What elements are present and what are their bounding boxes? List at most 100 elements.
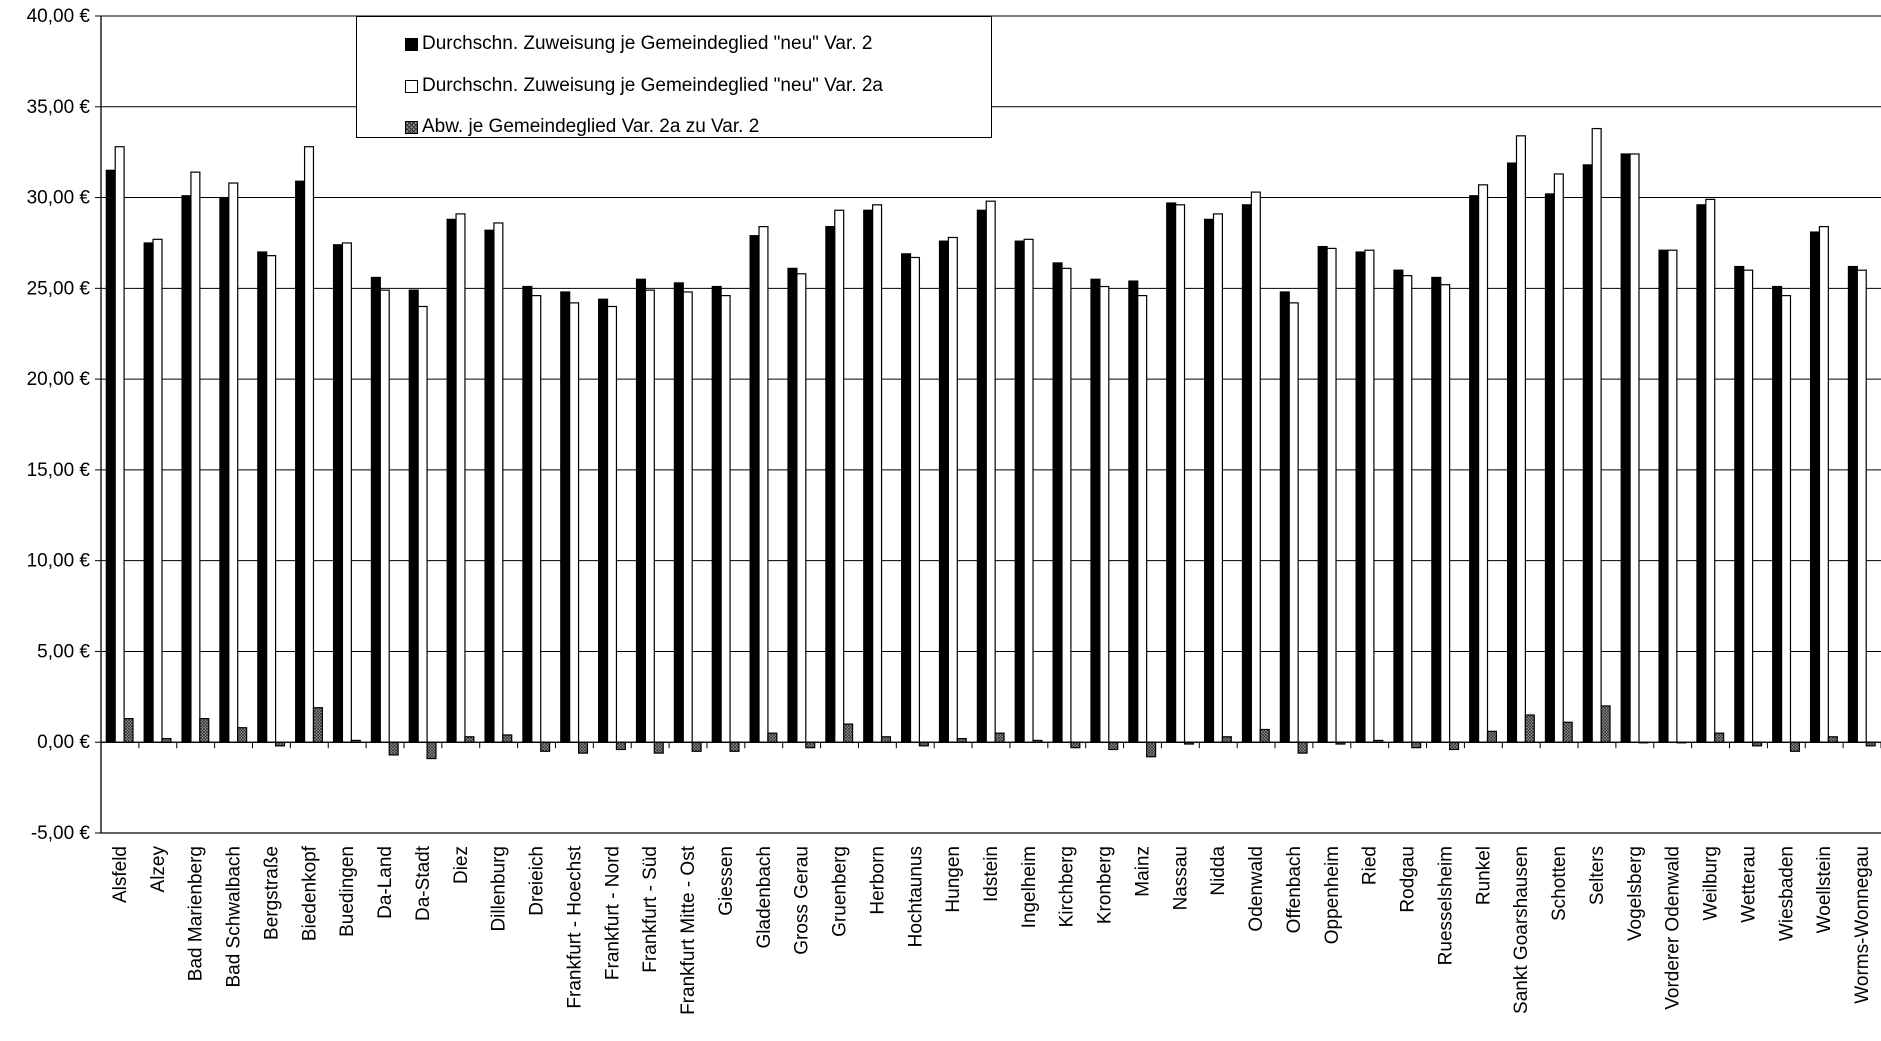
bar-deviation [615,741,626,751]
y-tick-label: 5,00 € [37,641,90,662]
bar-var2a [1591,127,1602,743]
bar-var2a [417,305,428,743]
y-tick-label: 35,00 € [27,97,91,118]
bar-var2 [257,251,268,743]
y-tick-label: 10,00 € [27,551,91,572]
bar-var2a [379,289,390,743]
x-tick-label: Gladenbach [754,846,775,948]
bar-var2 [976,209,987,743]
legend-swatch-var2a [405,79,418,93]
x-tick-label: Hochtaunus [905,846,926,947]
bar-var2a [796,273,807,743]
x-tick-label: Nassau [1170,846,1191,910]
x-tick-label: Selters [1587,846,1608,905]
y-tick-label: 15,00 € [27,460,91,481]
bar-deviation [1827,736,1838,743]
bar-var2 [1544,193,1555,743]
bar-var2 [484,229,495,743]
x-tick-label: Hungen [943,846,964,913]
x-tick-label: Wetterau [1738,846,1759,923]
bar-var2 [370,276,381,743]
bar-var2a [909,256,921,743]
legend-label-var2: Durchschn. Zuweisung je Gemeindeglied "n… [422,33,873,54]
bar-var2 [1809,231,1821,743]
bar-var2 [1506,162,1518,743]
bar-var2 [1431,276,1442,743]
bar-deviation [540,741,551,752]
x-tick-label: Vogelsberg [1625,846,1646,941]
x-tick-label: Dreieich [527,846,548,916]
x-tick-label: Schotten [1549,846,1570,921]
bar-deviation [577,741,589,754]
x-tick-label: Buedingen [337,846,358,937]
bar-var2a [1553,173,1564,743]
bar-var2a [1402,275,1413,743]
bar-var2a [1440,284,1451,743]
bar-deviation [1259,728,1270,743]
legend-label-var2a: Durchschn. Zuweisung je Gemeindeglied "n… [422,75,883,96]
bar-deviation [880,736,892,743]
bar-var2a [228,182,239,743]
bar-var2a [1061,267,1072,743]
x-tick-label: Gross Gerau [792,846,813,955]
x-tick-label: Da-Land [375,846,396,919]
y-tick-label: 40,00 € [27,6,91,27]
bar-var2a [682,291,693,743]
legend-swatch-var2 [405,37,418,51]
x-tick-label: Odenwald [1246,846,1267,932]
bar-var2a [1818,226,1829,743]
bar-deviation [312,707,323,743]
x-tick-label: Idstein [981,846,1002,902]
bar-var2a [1288,302,1299,743]
bar-var2 [1279,291,1290,743]
bar-var2a [1099,285,1110,743]
bar-deviation [237,727,248,743]
x-tick-label: Dillenburg [489,846,510,932]
x-tick-label: Mainz [1132,846,1153,897]
x-tick-label: Weilburg [1701,846,1722,921]
bar-var2 [181,195,192,743]
x-tick-label: Bergstraße [261,846,282,940]
x-tick-label: Alzey [148,846,169,893]
bar-var2a [531,294,542,743]
bar-var2 [143,242,154,743]
y-tick-label: 30,00 € [27,188,91,209]
x-tick-label: Diez [451,846,472,884]
bar-var2a [1629,153,1640,743]
bar-var2a [1667,249,1678,743]
legend: Durchschn. Zuweisung je Gemeindeglied "n… [356,16,992,138]
x-tick-label: Nidda [1208,846,1229,896]
bar-var2 [863,209,874,743]
x-tick-label: Woellstein [1814,846,1835,933]
bar-var2 [105,169,116,743]
bar-deviation [502,734,513,743]
x-tick-label: Frankfurt - Hoechst [564,845,585,1008]
bar-var2 [901,253,912,743]
x-tick-label: Vorderer Odenwald [1663,846,1684,1010]
x-tick-label: Rodgau [1398,846,1419,913]
bar-var2a [758,226,769,743]
bar-var2 [1166,202,1177,743]
bar-deviation [1108,741,1119,751]
bar-var2 [332,244,344,743]
bar-deviation [767,732,778,743]
bar-deviation [1714,732,1725,743]
bar-var2 [522,285,533,743]
bar-var2 [1014,240,1025,743]
bar-var2 [673,282,684,743]
bar-var2 [1317,245,1328,743]
bar-deviation [426,741,437,760]
bar-var2a [985,200,996,743]
bar-var2 [1128,280,1139,743]
bar-var2 [295,180,306,743]
bar-deviation [388,741,399,756]
bar-var2 [1203,218,1215,743]
bar-deviation [1600,705,1611,743]
bar-deviation [729,741,740,752]
bar-var2 [1469,195,1480,743]
bar-deviation [1562,721,1573,743]
legend-item-var2: Durchschn. Zuweisung je Gemeindeglied "n… [405,33,873,54]
bar-var2 [219,196,230,743]
bar-var2a [1856,269,1867,743]
x-tick-label: Bad Schwalbach [224,846,245,988]
